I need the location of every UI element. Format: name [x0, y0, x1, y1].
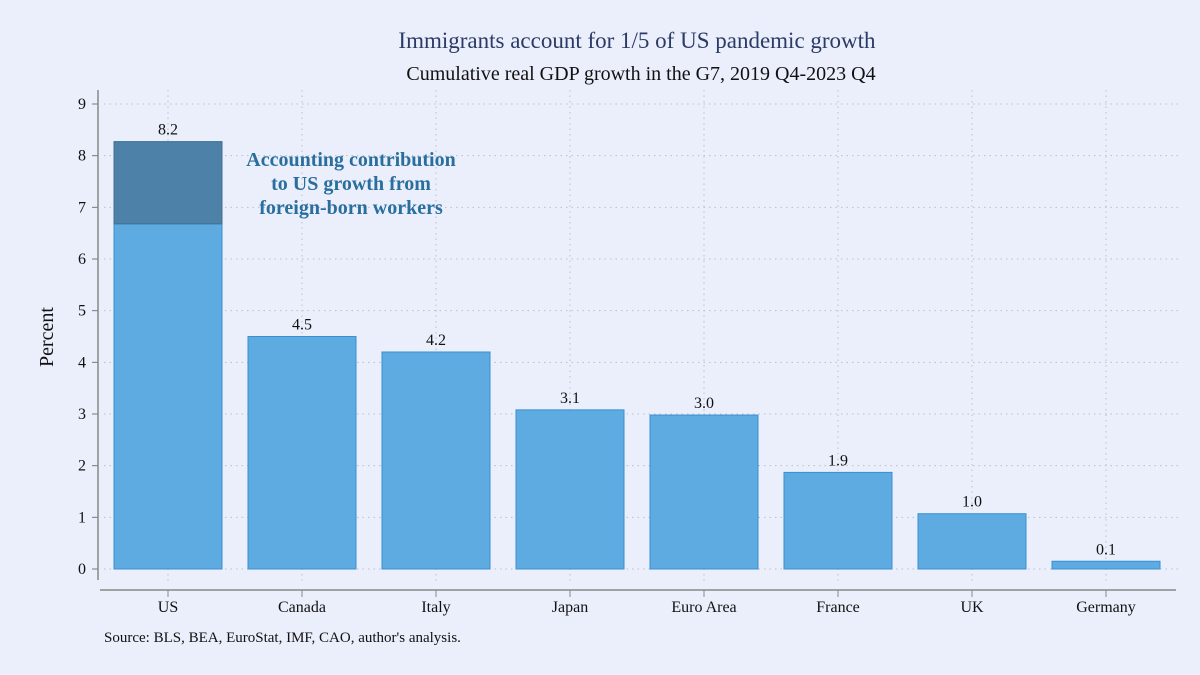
y-tick-label: 8: [78, 148, 86, 165]
annotation-line-1: Accounting contribution: [246, 149, 455, 171]
y-tick-label: 3: [78, 406, 86, 423]
y-axis-label: Percent: [36, 307, 58, 367]
chart-subtitle: Cumulative real GDP growth in the G7, 20…: [406, 63, 875, 85]
y-tick-label: 2: [78, 458, 86, 475]
annotation-line-2: to US growth from: [271, 173, 431, 195]
value-label: 4.5: [292, 317, 312, 334]
x-tick-label: UK: [960, 599, 984, 616]
y-tick-label: 4: [78, 354, 86, 371]
x-tick-label: Germany: [1076, 599, 1136, 616]
x-tick-label: Japan: [552, 599, 588, 616]
bar-canada: [247, 336, 357, 570]
y-tick-label: 0: [78, 561, 86, 578]
x-tick-label: US: [158, 599, 178, 616]
value-label: 0.1: [1096, 541, 1116, 558]
value-label: 1.0: [962, 494, 982, 511]
y-tick-label: 5: [78, 303, 86, 320]
bar-germany: [1051, 560, 1161, 570]
y-tick-label: 7: [78, 199, 86, 216]
bar-japan: [515, 409, 625, 570]
y-tick-label: 6: [78, 251, 86, 268]
value-label: 3.1: [560, 390, 580, 407]
x-tick-label: Canada: [278, 599, 326, 616]
x-tick-label: Italy: [421, 599, 450, 616]
bar-france: [783, 471, 893, 570]
source-note: Source: BLS, BEA, EuroStat, IMF, CAO, au…: [104, 630, 461, 646]
value-label: 3.0: [694, 395, 714, 412]
value-label: 4.2: [426, 332, 446, 349]
value-label: 1.9: [828, 452, 848, 469]
bar-euro-area: [649, 414, 759, 570]
y-tick-label: 9: [78, 96, 86, 113]
x-tick-label: Euro Area: [671, 599, 736, 616]
bar-italy: [381, 351, 491, 570]
chart-title: Immigrants account for 1/5 of US pandemi…: [398, 28, 876, 53]
bar-uk: [917, 513, 1027, 570]
y-tick-label: 1: [78, 509, 86, 526]
bar-us-foreign-born-segment: [113, 141, 223, 225]
x-tick-label: France: [816, 599, 860, 616]
value-label: 8.2: [158, 122, 178, 139]
annotation-line-3: foreign-born workers: [259, 197, 443, 219]
